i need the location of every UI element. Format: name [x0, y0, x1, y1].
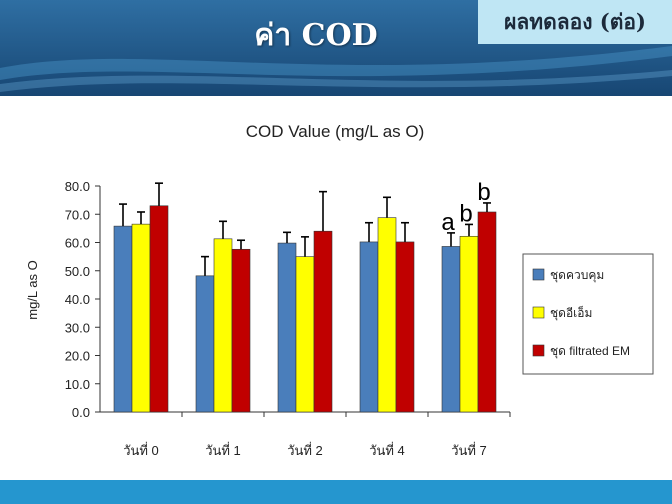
- bar: [113, 225, 133, 413]
- legend-swatch: [532, 306, 545, 319]
- bar: [441, 246, 461, 413]
- chart-title: COD Value (mg/L as O): [246, 122, 425, 141]
- x-tick-label: วันที่ 1: [205, 442, 241, 458]
- cod-bar-chart: COD Value (mg/L as O) mg/L as O 0.0 10.0 2…: [25, 122, 654, 458]
- x-tick-label: วันที่ 2: [287, 442, 323, 458]
- y-tick-label: 80.0: [65, 179, 90, 194]
- slide-title: ค่า COD: [254, 18, 378, 53]
- y-tick-label: 30.0: [65, 320, 90, 335]
- significance-label: a: [441, 209, 455, 236]
- bar: [359, 241, 379, 413]
- y-tick-label: 60.0: [65, 236, 90, 251]
- significance-label: b: [477, 179, 490, 206]
- y-tick-label: 10.0: [65, 377, 90, 392]
- y-tick-label: 50.0: [65, 264, 90, 279]
- legend-label: ชุดอีเอ็ม: [550, 305, 592, 321]
- x-tick-label: วันที่ 0: [123, 442, 159, 458]
- bar: [295, 256, 315, 413]
- bar: [377, 217, 397, 413]
- y-axis-label: mg/L as O: [25, 260, 40, 319]
- bar: [149, 205, 169, 413]
- legend-label: ชุด filtrated EM: [550, 344, 630, 359]
- legend-label: ชุดควบคุม: [550, 268, 604, 283]
- bar: [231, 248, 251, 413]
- bar: [277, 242, 297, 413]
- x-tick-label: วันที่ 4: [369, 442, 405, 458]
- bar: [395, 241, 415, 413]
- bar: [459, 235, 479, 413]
- plot-area: 0.0 10.0 20.0 30.0 40.0 50.0 60.0 70.0 80.0 วันที…: [65, 179, 511, 458]
- bar: [313, 230, 333, 413]
- slide-footer: [0, 480, 672, 504]
- results-badge: ผลทดลอง (ต่อ): [478, 0, 672, 44]
- bar: [477, 211, 497, 413]
- legend: ชุดควบคุมชุดอีเอ็มชุด filtrated EM: [522, 253, 654, 375]
- significance-label: b: [459, 200, 472, 227]
- bar: [195, 275, 215, 413]
- legend-swatch: [532, 344, 545, 357]
- y-tick-label: 70.0: [65, 207, 90, 222]
- bar: [131, 223, 151, 413]
- legend-swatch: [532, 268, 545, 281]
- y-tick-label: 40.0: [65, 292, 90, 307]
- bar: [213, 238, 233, 413]
- x-tick-label: วันที่ 7: [451, 442, 487, 458]
- y-tick-label: 20.0: [65, 349, 90, 364]
- slide-header: ค่า COD ผลทดลอง (ต่อ): [0, 0, 672, 96]
- y-tick-label: 0.0: [72, 405, 90, 420]
